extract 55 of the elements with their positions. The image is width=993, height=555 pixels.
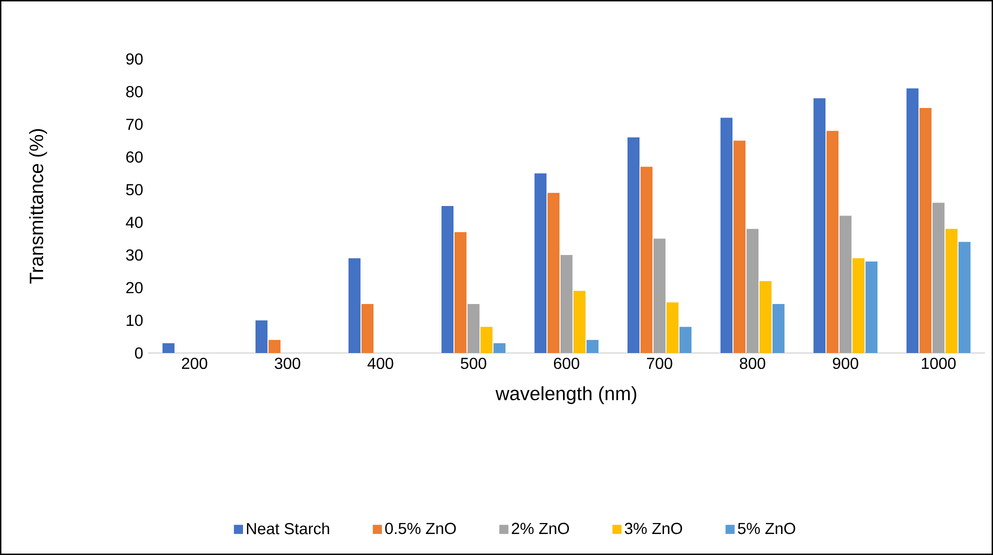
bar — [865, 262, 878, 353]
legend-label: 3% ZnO — [624, 522, 682, 534]
bar — [945, 228, 958, 353]
bar — [680, 326, 692, 353]
x-tick-label: 300 — [274, 358, 300, 370]
legend-label: 5% ZnO — [738, 522, 796, 534]
x-tick-label: 800 — [740, 358, 766, 370]
bar — [268, 340, 281, 353]
bar — [454, 232, 466, 353]
bar — [919, 108, 932, 353]
bar — [494, 343, 506, 353]
bar — [958, 242, 970, 353]
x-axis-title: wavelength (nm) — [496, 386, 636, 404]
bar — [480, 326, 492, 353]
bar — [666, 302, 678, 353]
bar — [733, 140, 746, 353]
bar — [586, 340, 598, 353]
legend-label: 0.5% ZnO — [385, 522, 456, 534]
bar — [548, 192, 560, 353]
bar — [826, 130, 838, 353]
y-tick-label: 0 — [135, 347, 143, 359]
bar — [852, 258, 864, 353]
legend-label: Neat Starch — [246, 522, 330, 534]
bar — [760, 281, 772, 353]
y-tick-label: 60 — [126, 151, 143, 163]
y-tick-label: 90 — [126, 53, 143, 65]
x-tick-label: 1000 — [922, 358, 956, 370]
y-tick-label: 10 — [126, 314, 143, 326]
y-tick-label: 30 — [126, 249, 143, 261]
bar — [362, 304, 374, 353]
bar — [627, 137, 640, 353]
y-tick-label: 70 — [126, 118, 143, 130]
bar — [906, 88, 918, 353]
x-tick-label: 500 — [460, 358, 486, 370]
bar — [442, 206, 454, 353]
y-tick-label: 40 — [126, 216, 143, 228]
bar — [574, 290, 586, 353]
x-tick-label: 600 — [554, 358, 580, 370]
y-tick-label: 80 — [126, 86, 143, 98]
bar — [772, 304, 784, 353]
y-tick-label: 20 — [126, 282, 143, 294]
y-axis-title: Transmittance (%) — [29, 129, 48, 284]
bar — [640, 166, 652, 353]
x-tick-label: 700 — [646, 358, 672, 370]
x-tick-label: 200 — [182, 358, 208, 370]
y-tick-label: 50 — [126, 184, 143, 196]
bar — [720, 118, 732, 353]
bar — [534, 173, 546, 353]
bar — [813, 98, 826, 353]
bar — [348, 258, 361, 353]
x-tick-label: 900 — [832, 358, 858, 370]
bar — [162, 343, 175, 353]
bar — [256, 320, 268, 353]
x-tick-label: 400 — [368, 358, 394, 370]
legend-label: 2% ZnO — [512, 522, 569, 534]
